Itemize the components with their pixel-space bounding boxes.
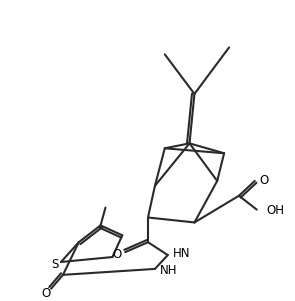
Text: OH: OH xyxy=(267,204,285,217)
Text: HN: HN xyxy=(173,247,190,259)
Text: NH: NH xyxy=(160,264,177,278)
Text: S: S xyxy=(51,259,59,272)
Text: O: O xyxy=(113,248,122,261)
Text: O: O xyxy=(259,174,268,188)
Text: O: O xyxy=(42,287,51,300)
